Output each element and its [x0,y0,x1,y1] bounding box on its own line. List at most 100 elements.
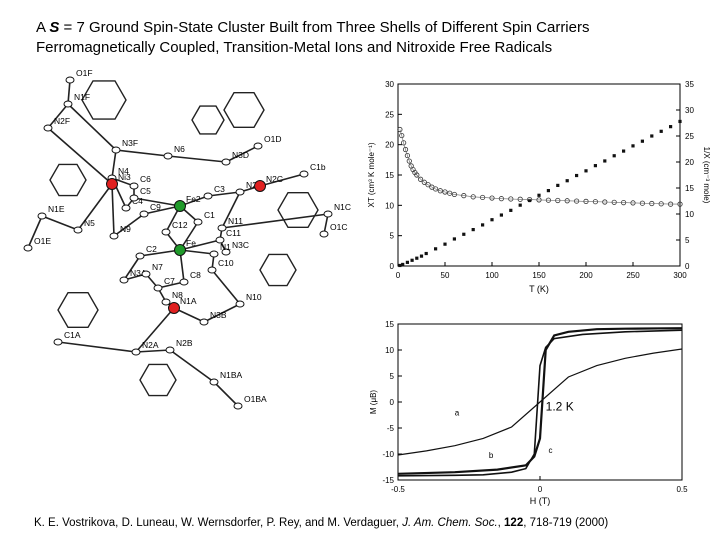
y-right-tick-label: 30 [685,106,694,115]
atom-label: C12 [172,220,188,230]
atom [109,232,119,240]
curve-c-label: c [549,446,553,455]
title-line-1-rest: Ground Spin-State Cluster Built from Thr… [88,19,590,36]
atom [131,348,141,356]
atom-label: N11 [228,216,243,226]
atom [161,298,171,306]
atom [139,210,149,218]
y-right-tick-label: 35 [685,80,694,89]
atom-label: N1E [48,204,65,214]
y-left-axis-label: XT (cm³ K mole⁻¹) [367,142,376,207]
atom-label: N2B [176,338,193,348]
atom [111,146,121,154]
curve-b-label: b [489,451,494,460]
citation-pages: , 718-719 (2000) [523,517,609,529]
bond [47,127,113,185]
chi-t-point [421,179,427,185]
y-right-tick-label: 10 [685,210,694,219]
atom [43,124,53,132]
bond [57,341,137,353]
atom [299,170,309,178]
ligand-ring [223,92,265,129]
inverse-chi-point [443,242,447,246]
ligand-ring [81,80,127,120]
atom-label: N10 [246,292,262,302]
x-tick-label: 200 [579,271,593,280]
inverse-chi-point [537,193,541,197]
slide-title: A S = 7 Ground Spin-State Cluster Built … [36,18,589,58]
bond [77,183,113,231]
bond [211,269,241,305]
atom-label: N4 [118,166,129,176]
atom [207,266,217,274]
temperature-label: 1.2 K [546,400,574,414]
ligand-ring [259,253,297,287]
y-right-tick-label: 20 [685,158,694,167]
inverse-chi-point [575,173,579,178]
atom-label: N1 [220,242,231,252]
inverse-chi-point [398,263,402,268]
chi-t-point [442,189,448,195]
chi-t-point [437,188,443,194]
x-tick-label: 50 [441,271,450,280]
bond [135,307,175,353]
x-tick-label: 250 [626,271,640,280]
citation-journal: J. Am. Chem. Soc. [402,517,498,529]
bond [41,215,79,231]
inverse-chi-point [434,247,438,251]
bond [225,145,259,163]
atom [235,300,245,308]
chi-t-point [414,172,420,178]
atom [323,210,333,218]
bond [67,103,117,151]
x-axis-label: H (T) [530,496,551,506]
y-tick-label: -10 [382,450,394,459]
inverse-chi-point [546,189,550,193]
chi-t-point [404,152,411,159]
metal-atom [168,302,180,314]
metal-atom [106,178,118,190]
atom [179,278,189,286]
atom [153,284,163,292]
atom-label: C4 [132,196,143,206]
bond [167,155,227,163]
inverse-chi-point [650,134,654,138]
inverse-chi-point [612,154,616,158]
curve-c [397,329,683,477]
atom [65,76,75,84]
y-tick-label: 10 [385,346,394,355]
chi-t-point [417,176,424,182]
y-left-tick-label: 20 [385,141,394,150]
bond [143,205,181,215]
x-tick-label: 150 [532,271,546,280]
atom [221,158,231,166]
atom-label: O1E [34,236,51,246]
x-axis-label: T (K) [529,284,549,294]
spin-symbol: S [49,19,60,36]
atom [233,402,243,410]
inverse-chi-point [452,237,456,241]
bond [221,213,329,229]
atom-label: C1 [204,210,215,220]
y-left-tick-label: 5 [390,232,395,241]
inverse-chi-point [631,144,635,148]
chi-t-point [447,190,453,196]
inverse-chi-point [640,139,644,143]
ligand-ring [139,363,177,397]
y-tick-label: -15 [382,476,394,485]
atom [129,182,139,190]
atom-label: N3D [232,150,249,160]
y-right-tick-label: 25 [685,132,694,141]
y-tick-label: 5 [390,372,395,381]
citation-sep: , [497,517,505,529]
inverse-chi-point [415,256,419,260]
inverse-chi-point [518,203,522,207]
atom-label: C8 [190,270,201,280]
chi-t-point [397,126,403,133]
atom [63,100,73,108]
atom-label: N1F [74,92,90,102]
bond [207,191,241,197]
inverse-chi-point [509,208,513,212]
title-line-1: A S = 7 Ground Spin-State Cluster Built … [36,18,589,38]
atom-label: C3 [214,184,225,194]
